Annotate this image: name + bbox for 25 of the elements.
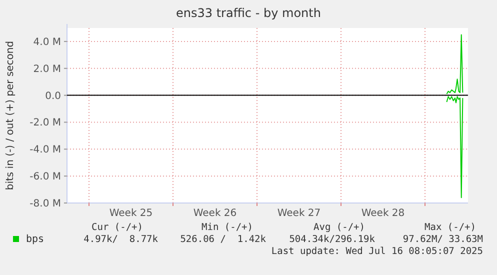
y-tick-label: -4.0 M — [30, 144, 61, 156]
x-tick-label: Week 28 — [361, 208, 405, 219]
y-tick-label: -6.0 M — [30, 172, 61, 183]
text: 504.34k/296.19k — [289, 234, 376, 245]
y-tick-label: 0.0 — [45, 90, 61, 102]
text: 4.97k/ 8.77k — [84, 234, 158, 245]
y-tick-label: -2.0 M — [30, 118, 61, 129]
text: 526.06 / 1.42k — [180, 234, 266, 245]
x-tick-label: Week 25 — [109, 208, 153, 219]
y-tick-label: 2.0 M — [33, 64, 61, 75]
x-tick-label: Week 27 — [277, 208, 321, 219]
y-tick-label: -8.0 M — [30, 198, 61, 210]
line-series — [446, 34, 464, 94]
text: Cur (-/+) — [92, 222, 143, 233]
text: Last update: Wed Jul 16 08:05:07 2025 — [271, 246, 483, 257]
legend-label: bps — [26, 234, 44, 245]
chart-title: ens33 traffic - by month — [176, 6, 321, 20]
y-tick-label: 4.0 M — [33, 36, 61, 48]
x-tick-label: Week 26 — [193, 208, 237, 219]
text: Avg (-/+) — [314, 222, 365, 233]
line-series — [446, 96, 464, 198]
text: Max (-/+) — [424, 222, 476, 233]
text: 97.62M/ 33.63M — [402, 234, 484, 245]
text: Min (-/+) — [202, 222, 253, 233]
y-axis-title: bits in (-) / out (+) per second — [5, 40, 16, 190]
